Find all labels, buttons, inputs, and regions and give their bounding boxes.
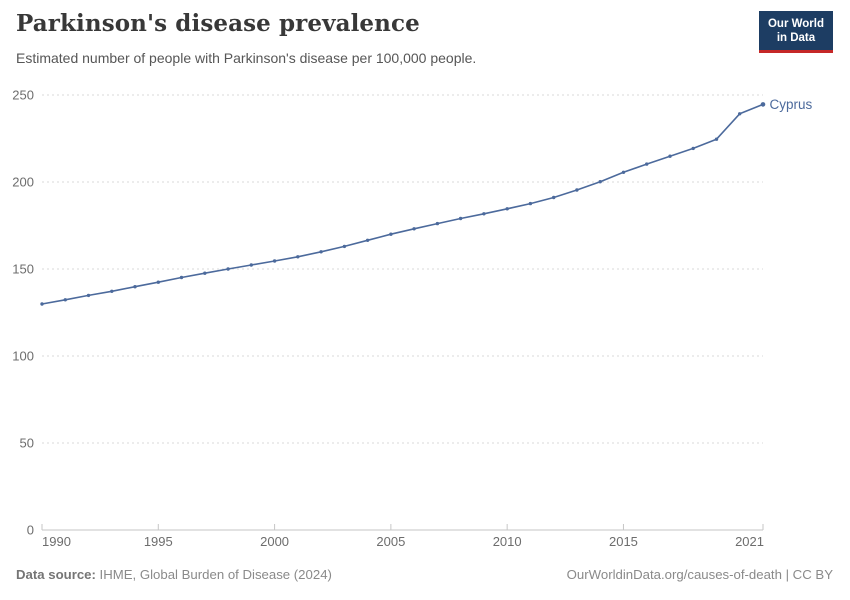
data-source-text: IHME, Global Burden of Disease (2024) bbox=[95, 567, 332, 582]
x-tick-label-2010: 2010 bbox=[493, 534, 522, 549]
data-point-cyprus-2017[interactable] bbox=[668, 154, 672, 158]
data-point-cyprus-2008[interactable] bbox=[458, 216, 463, 221]
data-point-cyprus-1996[interactable] bbox=[179, 275, 184, 280]
data-point-cyprus-2005[interactable] bbox=[389, 232, 393, 236]
data-point-cyprus-2003[interactable] bbox=[342, 244, 347, 249]
data-point-cyprus-2020[interactable] bbox=[738, 112, 742, 116]
data-point-cyprus-1990[interactable] bbox=[40, 302, 44, 306]
y-tick-label-50: 50 bbox=[20, 436, 34, 451]
data-point-cyprus-2011[interactable] bbox=[528, 201, 533, 206]
data-point-cyprus-2010[interactable] bbox=[505, 207, 509, 211]
data-point-cyprus-2018[interactable] bbox=[691, 146, 695, 151]
data-source-label: Data source: bbox=[16, 567, 96, 582]
x-tick-label-2005: 2005 bbox=[376, 534, 405, 549]
x-tick-label-1990: 1990 bbox=[42, 534, 71, 549]
data-point-cyprus-2009[interactable] bbox=[482, 212, 486, 216]
data-point-cyprus-1994[interactable] bbox=[133, 285, 137, 289]
data-source: Data source: IHME, Global Burden of Dise… bbox=[16, 567, 332, 582]
x-tick-label-2015: 2015 bbox=[609, 534, 638, 549]
data-point-cyprus-2015[interactable] bbox=[621, 170, 626, 174]
credit-link[interactable]: OurWorldinData.org/causes-of-death | CC … bbox=[566, 567, 833, 582]
y-tick-label-0: 0 bbox=[27, 523, 34, 538]
data-point-cyprus-2016[interactable] bbox=[645, 162, 649, 166]
chart-footer: Data source: IHME, Global Burden of Dise… bbox=[16, 567, 833, 582]
data-point-cyprus-2019[interactable] bbox=[714, 137, 719, 141]
data-point-cyprus-2000[interactable] bbox=[272, 259, 277, 263]
data-point-cyprus-2013[interactable] bbox=[575, 188, 579, 192]
data-point-cyprus-2001[interactable] bbox=[296, 255, 300, 259]
owid-logo-line1: Our World bbox=[767, 18, 824, 30]
y-tick-label-150: 150 bbox=[12, 262, 34, 277]
data-point-cyprus-2012[interactable] bbox=[552, 195, 556, 200]
data-point-cyprus-1997[interactable] bbox=[203, 271, 207, 275]
line-chart-svg: 0 50 100 150 200 250 1990 1995 2000 2005 2010 2015 2… bbox=[12, 88, 813, 550]
data-point-cyprus-2004[interactable] bbox=[365, 238, 370, 242]
data-point-cyprus-1992[interactable] bbox=[86, 293, 91, 298]
data-point-cyprus-2006[interactable] bbox=[412, 227, 416, 231]
data-point-cyprus-1999[interactable] bbox=[249, 263, 253, 267]
data-point-cyprus-1993[interactable] bbox=[110, 289, 114, 293]
series-line-cyprus[interactable] bbox=[41, 103, 764, 305]
chart-subtitle: Estimated number of people with Parkinso… bbox=[16, 50, 477, 66]
data-point-cyprus-2014[interactable] bbox=[598, 180, 602, 184]
x-tick-label-1995: 1995 bbox=[144, 534, 173, 549]
data-point-cyprus-1998[interactable] bbox=[226, 267, 230, 271]
owid-logo[interactable]: Our World in Data bbox=[758, 11, 833, 53]
y-tick-label-100: 100 bbox=[12, 349, 34, 364]
y-tick-label-200: 200 bbox=[12, 175, 34, 190]
y-tick-label-250: 250 bbox=[12, 88, 34, 103]
owid-logo-line2: in Data bbox=[776, 32, 816, 45]
series-end-label-cyprus[interactable]: Cyprus bbox=[770, 97, 813, 112]
data-point-cyprus-2007[interactable] bbox=[435, 221, 440, 226]
line-chart: 0 50 100 150 200 250 1990 1995 2000 2005 2010 2015 2… bbox=[0, 80, 850, 555]
data-point-cyprus-1995[interactable] bbox=[156, 280, 160, 284]
x-tick-label-2021: 2021 bbox=[735, 534, 764, 549]
data-point-cyprus-2021[interactable] bbox=[760, 102, 766, 107]
chart-title: Parkinson's disease prevalence bbox=[16, 10, 420, 37]
data-point-cyprus-1991[interactable] bbox=[63, 298, 67, 302]
data-point-cyprus-2002[interactable] bbox=[319, 250, 323, 254]
x-tick-label-2000: 2000 bbox=[260, 534, 289, 549]
